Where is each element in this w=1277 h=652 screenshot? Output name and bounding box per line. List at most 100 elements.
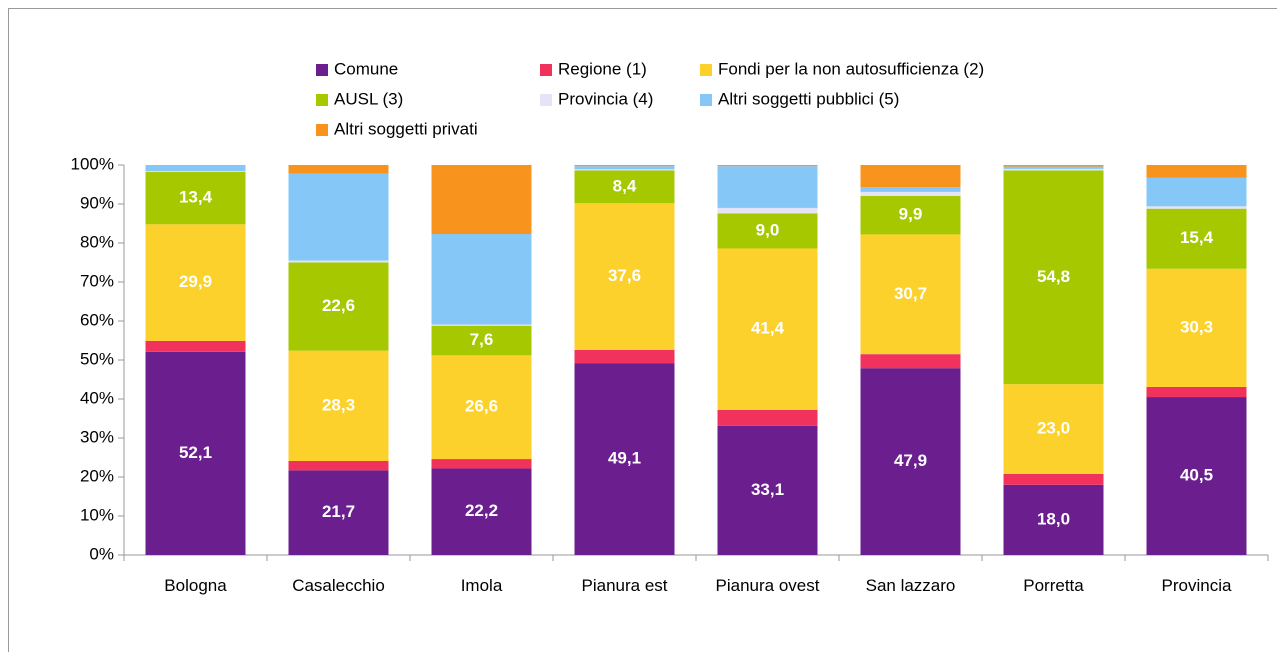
- bar-segment: [1003, 165, 1104, 167]
- x-tick-label: San lazzaro: [865, 576, 956, 595]
- legend-swatch: [540, 94, 552, 106]
- data-label: 30,7: [894, 284, 927, 303]
- bar-segment: [145, 172, 246, 225]
- y-tick-label: 100%: [71, 154, 114, 173]
- legend-label: Provincia (4): [558, 89, 653, 108]
- bar-segment: [431, 459, 532, 469]
- legend-swatch: [700, 64, 712, 76]
- x-tick-label: Pianura ovest: [715, 576, 820, 595]
- y-tick-label: 40%: [80, 388, 114, 407]
- legend-label: AUSL (3): [334, 89, 403, 108]
- bar-segment: [431, 324, 532, 326]
- bar-segment: [1146, 208, 1247, 269]
- bar-segment: [431, 468, 532, 555]
- data-label: 13,4: [179, 188, 213, 207]
- bar-segment: [1146, 165, 1247, 178]
- data-label: 9,9: [899, 205, 923, 224]
- bar-segment: [860, 187, 961, 192]
- bar-segment: [1003, 166, 1104, 169]
- bar-segment: [860, 368, 961, 555]
- data-label: 49,1: [608, 449, 641, 468]
- legend-swatch: [316, 124, 328, 136]
- bar-segment: [1003, 170, 1104, 385]
- bar-segment: [145, 165, 246, 172]
- bar-segment: [288, 461, 389, 471]
- data-label: 15,4: [1180, 228, 1214, 247]
- x-tick-label: Bologna: [164, 576, 227, 595]
- legend-label: Fondi per la non autosufficienza (2): [718, 59, 984, 78]
- data-label: 30,3: [1180, 317, 1213, 336]
- bar-segment: [860, 195, 961, 235]
- bar-segment: [288, 470, 389, 555]
- bar-segment: [1003, 484, 1104, 555]
- y-tick-label: 50%: [80, 349, 114, 368]
- bar-segment: [717, 213, 818, 249]
- bar-segment: [860, 191, 961, 196]
- bar-segment: [145, 351, 246, 555]
- y-tick-label: 90%: [80, 193, 114, 212]
- bar-segment: [1146, 386, 1247, 398]
- bar-segment: [574, 349, 675, 364]
- bar-segment: [288, 173, 389, 261]
- data-label: 26,6: [465, 397, 498, 416]
- legend-swatch: [540, 64, 552, 76]
- bar-segment: [860, 354, 961, 369]
- bar-segment: [574, 169, 675, 171]
- bar-segment: [145, 340, 246, 352]
- y-tick-label: 70%: [80, 271, 114, 290]
- y-tick-label: 60%: [80, 310, 114, 329]
- y-tick-label: 0%: [89, 544, 114, 563]
- data-label: 40,5: [1180, 466, 1213, 485]
- data-label: 21,7: [322, 502, 355, 521]
- legend-swatch: [316, 94, 328, 106]
- bar-segment: [431, 165, 532, 235]
- bar-segment: [1146, 397, 1247, 555]
- data-label: 7,6: [470, 330, 494, 349]
- legend-label: Altri soggetti pubblici (5): [718, 89, 899, 108]
- y-tick-label: 80%: [80, 232, 114, 251]
- bar-segment: [574, 166, 675, 170]
- bar-segment: [574, 203, 675, 350]
- bar-segment: [145, 171, 246, 173]
- y-tick-label: 20%: [80, 466, 114, 485]
- bar-segment: [574, 170, 675, 204]
- bar-segment: [717, 248, 818, 410]
- bar-segment: [717, 166, 818, 208]
- x-tick-label: Casalecchio: [292, 576, 385, 595]
- data-label: 29,9: [179, 272, 212, 291]
- bar-segment: [431, 355, 532, 460]
- data-label: 9,0: [756, 220, 780, 239]
- bar-segment: [860, 165, 961, 188]
- bar-segment: [431, 234, 532, 325]
- bar-segment: [1146, 177, 1247, 207]
- x-tick-label: Provincia: [1161, 576, 1232, 595]
- data-label: 28,3: [322, 395, 355, 414]
- legend-label: Altri soggetti privati: [334, 119, 478, 138]
- data-label: 41,4: [751, 319, 785, 338]
- x-tick-label: Imola: [460, 576, 503, 595]
- data-label: 37,6: [608, 266, 641, 285]
- bar-segment: [717, 425, 818, 555]
- legend-swatch: [316, 64, 328, 76]
- y-tick-label: 10%: [80, 505, 114, 524]
- bar-segment: [1003, 473, 1104, 485]
- y-tick-label: 30%: [80, 427, 114, 446]
- bar-segment: [288, 350, 389, 462]
- bar-segment: [288, 165, 389, 174]
- bar-segment: [574, 363, 675, 555]
- bar-segment: [1003, 384, 1104, 474]
- legend-label: Comune: [334, 59, 398, 78]
- data-label: 54,8: [1037, 267, 1070, 286]
- bar-segment: [145, 224, 246, 341]
- bar-segment: [860, 234, 961, 355]
- bar-segment: [574, 165, 675, 167]
- data-label: 33,1: [751, 480, 784, 499]
- bar-segment: [1146, 206, 1247, 209]
- x-tick-label: Porretta: [1023, 576, 1084, 595]
- legend-swatch: [700, 94, 712, 106]
- x-tick-label: Pianura est: [581, 576, 668, 595]
- bar-segment: [288, 262, 389, 351]
- bar-segment: [717, 409, 818, 426]
